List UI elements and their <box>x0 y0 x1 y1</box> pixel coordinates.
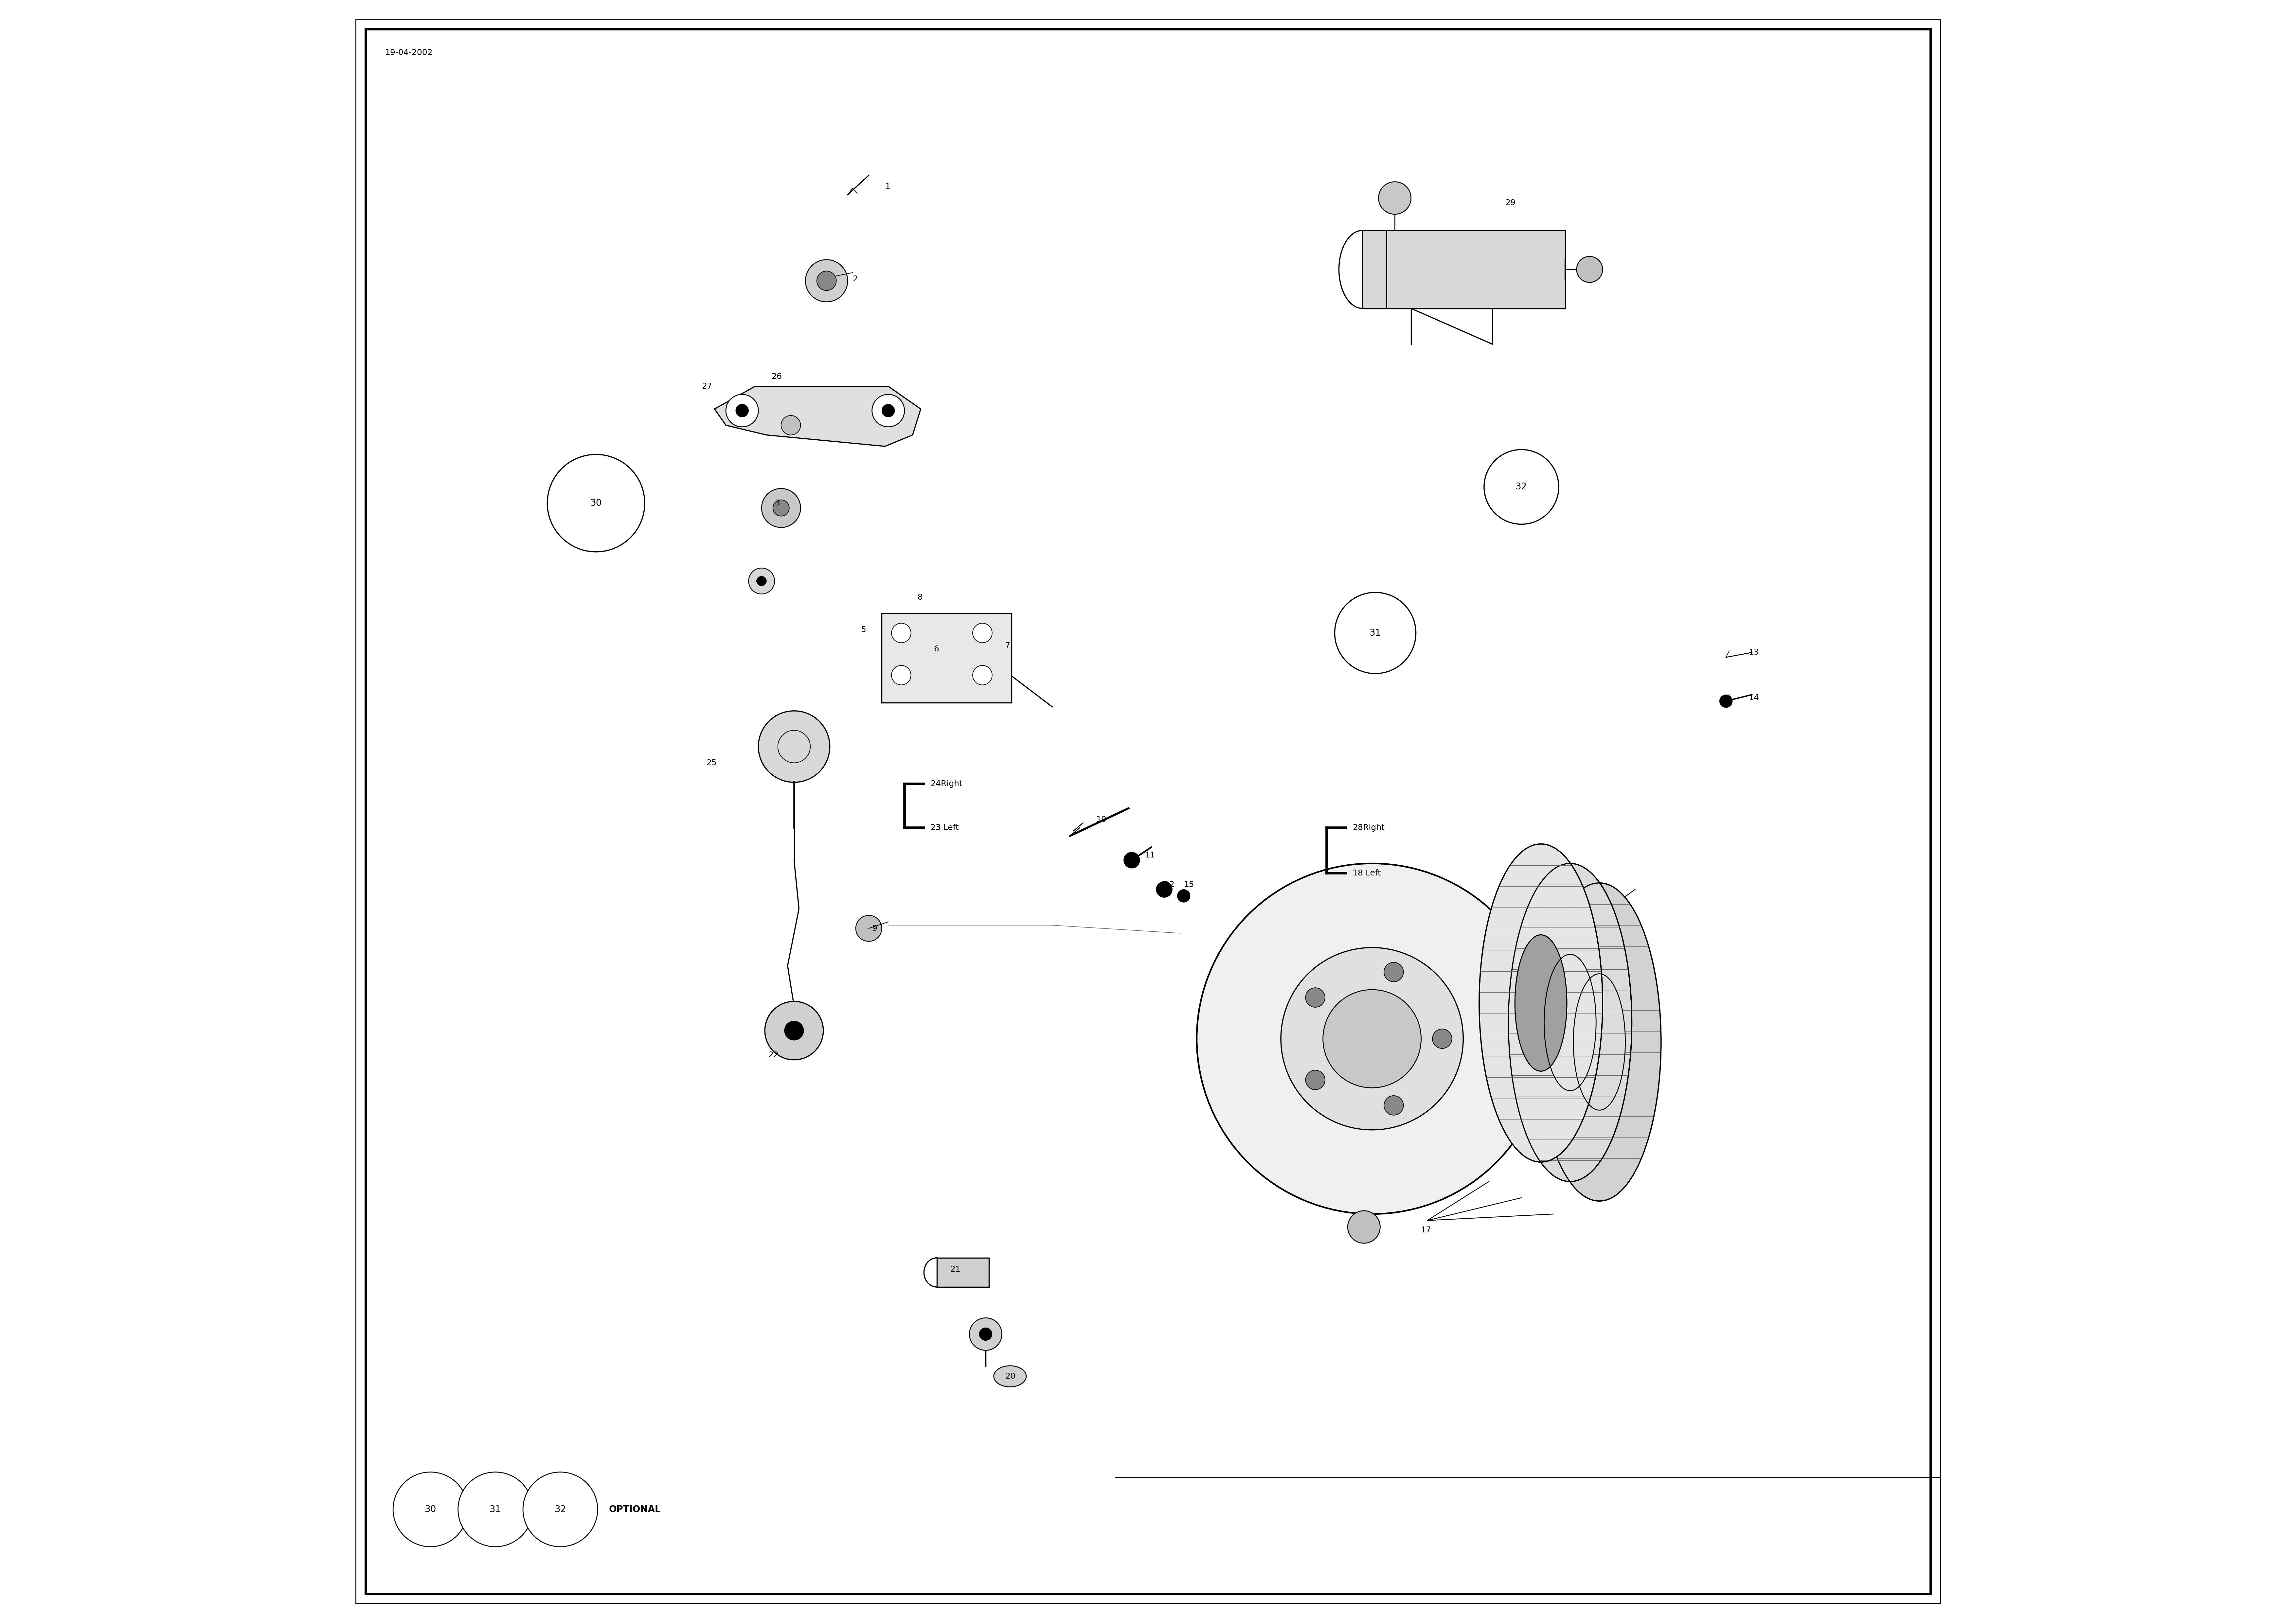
Circle shape <box>974 623 992 643</box>
Text: 11: 11 <box>1146 852 1155 859</box>
Circle shape <box>762 489 801 527</box>
Circle shape <box>817 271 836 291</box>
Circle shape <box>1483 450 1559 524</box>
Circle shape <box>1348 1211 1380 1243</box>
Text: 5: 5 <box>861 626 866 633</box>
Circle shape <box>457 1472 533 1547</box>
Text: 30: 30 <box>590 498 602 508</box>
Text: 17: 17 <box>1421 1227 1430 1233</box>
Circle shape <box>393 1472 468 1547</box>
Text: 32: 32 <box>556 1505 567 1514</box>
Circle shape <box>758 711 829 782</box>
Ellipse shape <box>1573 974 1626 1110</box>
Text: 19-04-2002: 19-04-2002 <box>386 49 432 57</box>
Text: 31: 31 <box>1368 628 1382 638</box>
Circle shape <box>1433 1029 1451 1048</box>
Ellipse shape <box>1479 844 1603 1162</box>
Circle shape <box>806 260 847 302</box>
Text: 30: 30 <box>425 1505 436 1514</box>
Text: 7: 7 <box>1006 643 1010 649</box>
Text: 18 Left: 18 Left <box>1352 870 1380 876</box>
Circle shape <box>1123 852 1139 868</box>
Circle shape <box>1157 881 1173 898</box>
Circle shape <box>1322 990 1421 1087</box>
Circle shape <box>856 915 882 941</box>
Circle shape <box>872 394 905 427</box>
Circle shape <box>523 1472 597 1547</box>
Text: 29: 29 <box>1506 200 1515 206</box>
Circle shape <box>1384 962 1403 982</box>
Circle shape <box>1306 988 1325 1008</box>
Bar <box>882 613 1013 703</box>
Circle shape <box>748 568 774 594</box>
Circle shape <box>726 394 758 427</box>
Text: 4: 4 <box>755 578 760 584</box>
Ellipse shape <box>1508 863 1632 1182</box>
Text: 3: 3 <box>774 500 781 506</box>
Circle shape <box>882 404 895 417</box>
Text: 8: 8 <box>918 594 923 601</box>
Circle shape <box>735 404 748 417</box>
Circle shape <box>1720 695 1733 708</box>
Text: 23 Left: 23 Left <box>930 824 960 831</box>
Text: 2: 2 <box>852 276 859 282</box>
Text: 26: 26 <box>771 373 783 380</box>
Circle shape <box>974 665 992 685</box>
Circle shape <box>1306 1070 1325 1089</box>
Text: 28Right: 28Right <box>1352 824 1384 831</box>
Ellipse shape <box>1545 954 1596 1091</box>
Circle shape <box>765 1001 824 1060</box>
Circle shape <box>1378 182 1412 214</box>
Bar <box>937 1258 990 1287</box>
Text: 12: 12 <box>1164 881 1176 888</box>
Circle shape <box>1334 592 1417 674</box>
Text: 10: 10 <box>1095 816 1107 823</box>
Circle shape <box>758 576 767 586</box>
Circle shape <box>891 665 912 685</box>
Circle shape <box>546 454 645 552</box>
Text: 9: 9 <box>872 925 877 932</box>
Text: 31: 31 <box>489 1505 501 1514</box>
Ellipse shape <box>994 1365 1026 1386</box>
Circle shape <box>785 1021 804 1040</box>
Circle shape <box>1577 256 1603 282</box>
Text: 32: 32 <box>1515 482 1527 492</box>
Circle shape <box>781 415 801 435</box>
Text: 27: 27 <box>703 383 712 390</box>
Text: 20: 20 <box>1006 1373 1015 1380</box>
Text: 13: 13 <box>1750 649 1759 656</box>
Text: 14: 14 <box>1750 695 1759 701</box>
Circle shape <box>891 623 912 643</box>
Text: 19: 19 <box>983 1331 992 1337</box>
Text: 24Right: 24Right <box>930 781 962 787</box>
Circle shape <box>969 1318 1001 1350</box>
Circle shape <box>1281 948 1463 1130</box>
Polygon shape <box>714 386 921 446</box>
Circle shape <box>978 1328 992 1341</box>
Text: 16: 16 <box>1589 951 1600 958</box>
Text: 22: 22 <box>769 1052 778 1058</box>
Ellipse shape <box>1515 935 1566 1071</box>
Circle shape <box>774 500 790 516</box>
Text: 6: 6 <box>934 646 939 652</box>
Circle shape <box>1196 863 1548 1214</box>
Text: 15: 15 <box>1185 881 1194 888</box>
Bar <box>1362 230 1566 308</box>
Text: 21: 21 <box>951 1266 960 1272</box>
Text: OPTIONAL: OPTIONAL <box>608 1505 661 1514</box>
Circle shape <box>1178 889 1189 902</box>
Ellipse shape <box>1538 883 1660 1201</box>
Text: 25: 25 <box>707 760 716 766</box>
Circle shape <box>1384 1096 1403 1115</box>
Text: 1: 1 <box>884 183 891 190</box>
